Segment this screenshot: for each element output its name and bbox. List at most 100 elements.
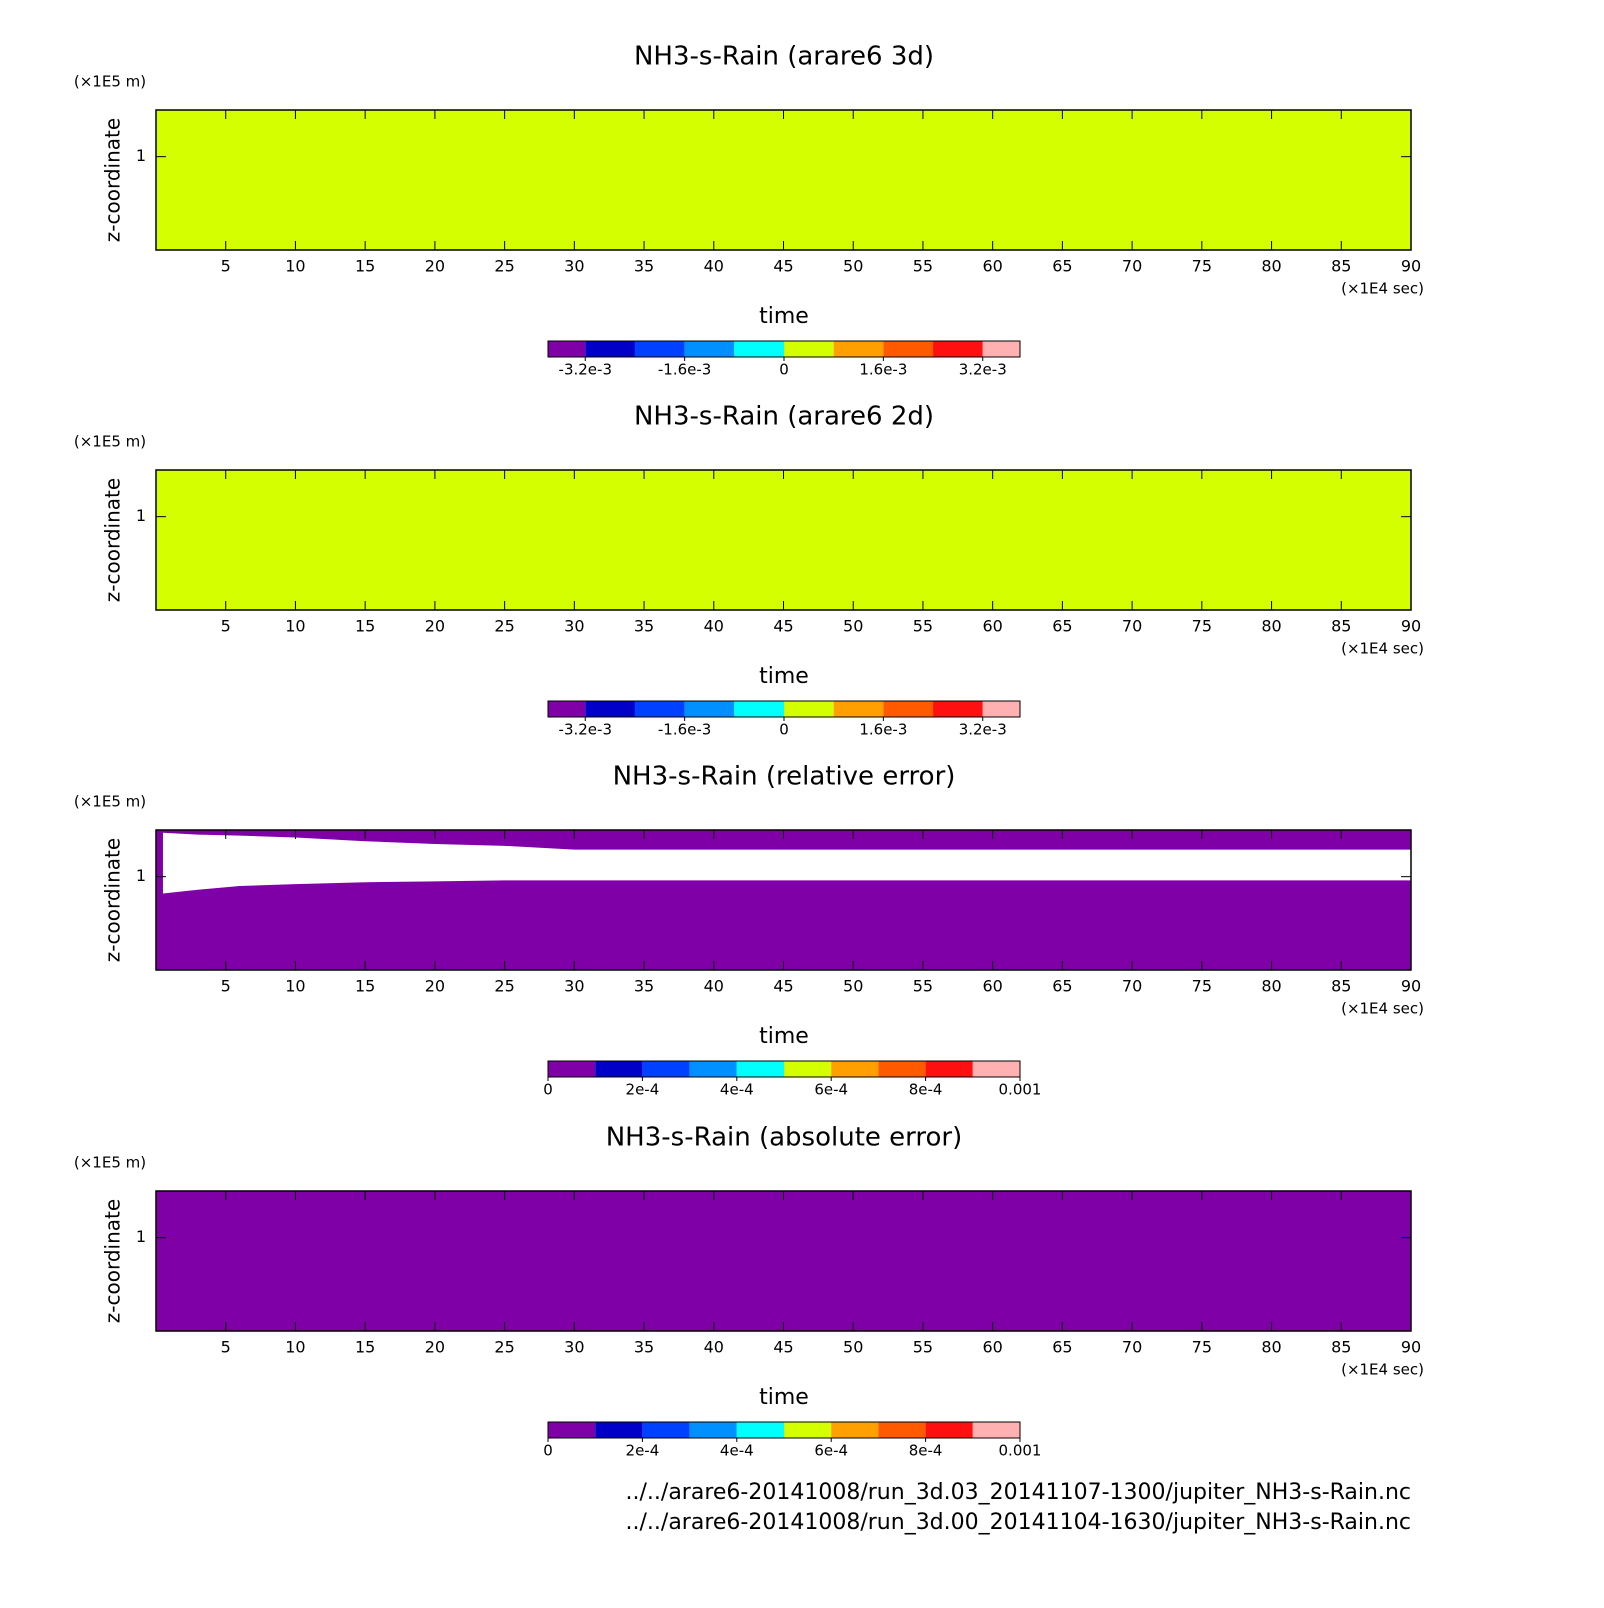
colorbar-tick-label: 2e-4 <box>626 1442 660 1460</box>
x-tick-label: 70 <box>1122 257 1142 276</box>
x-tick-label: 40 <box>704 257 724 276</box>
x-tick-label: 55 <box>913 977 933 996</box>
x-tick-label: 20 <box>425 257 445 276</box>
y-unit: (×1E5 m) <box>74 793 146 811</box>
x-tick-label: 40 <box>704 977 724 996</box>
colorbar-tick-label: -3.2e-3 <box>559 361 612 379</box>
field <box>156 1191 1411 1331</box>
colorbar-segment <box>883 701 934 717</box>
x-tick-label: 70 <box>1122 1338 1142 1357</box>
colorbar-segment <box>689 1422 737 1438</box>
colorbar-segment <box>833 341 884 357</box>
x-axis-label: time <box>759 1385 809 1410</box>
colorbar-frame <box>547 1060 1021 1078</box>
x-tick-label: 60 <box>982 257 1002 276</box>
colorbar-segment <box>784 1061 832 1077</box>
colorbar-segment <box>831 1061 879 1077</box>
colorbar-segment <box>933 701 983 717</box>
x-tick-label: 5 <box>221 617 231 636</box>
colorbar-segment <box>634 701 685 717</box>
x-tick-label: 90 <box>1401 977 1421 996</box>
y-unit: (×1E5 m) <box>74 1154 146 1172</box>
colorbar-tick-label: 1.6e-3 <box>859 721 907 739</box>
colorbar-tick-label: 2e-4 <box>626 1081 660 1099</box>
x-tick-label: 15 <box>355 977 375 996</box>
footer-path: ../../arare6-20141008/run_3d.00_20141104… <box>626 1510 1411 1535</box>
x-tick-label: 60 <box>982 617 1002 636</box>
colorbar-tick-label: -1.6e-3 <box>658 361 711 379</box>
colorbar-segment <box>925 1422 973 1438</box>
x-tick-label: 15 <box>355 257 375 276</box>
colorbar-segment <box>548 701 586 717</box>
x-tick-label: 10 <box>285 257 305 276</box>
colorbar-segment <box>548 341 586 357</box>
colorbar-tick-label: 0.001 <box>999 1081 1042 1099</box>
colorbar-tick-label: -1.6e-3 <box>658 721 711 739</box>
x-tick-label: 5 <box>221 1338 231 1357</box>
x-tick-label: 85 <box>1331 977 1351 996</box>
x-tick-label: 20 <box>425 617 445 636</box>
x-tick-label: 50 <box>843 977 863 996</box>
y-unit: (×1E5 m) <box>74 73 146 91</box>
y-axis-label: z-coordinate <box>101 838 125 962</box>
x-tick-label: 45 <box>773 1338 793 1357</box>
x-tick-label: 15 <box>355 1338 375 1357</box>
x-tick-label: 45 <box>773 617 793 636</box>
chart-title: NH3-s-Rain (arare6 3d) <box>634 42 934 72</box>
colorbar-frame <box>547 1421 1021 1439</box>
colorbar-segment <box>833 701 884 717</box>
x-tick-label: 55 <box>913 1338 933 1357</box>
colorbar-segment <box>642 1061 690 1077</box>
x-tick-label: 65 <box>1052 617 1072 636</box>
x-tick-label: 15 <box>355 617 375 636</box>
colorbar-tick-label: 6e-4 <box>814 1442 848 1460</box>
x-tick-label: 30 <box>564 617 584 636</box>
colorbar-tick-label: 0.001 <box>999 1442 1042 1460</box>
y-axis-label: z-coordinate <box>101 1199 125 1323</box>
x-tick-label: 10 <box>285 977 305 996</box>
x-unit: (×1E4 sec) <box>1341 640 1424 658</box>
x-tick-label: 80 <box>1261 977 1281 996</box>
colorbar-tick-label: 0 <box>543 1442 553 1460</box>
x-tick-label: 35 <box>634 977 654 996</box>
x-axis-label: time <box>759 304 809 329</box>
colorbar-segment <box>736 1422 784 1438</box>
x-tick-label: 20 <box>425 1338 445 1357</box>
x-tick-label: 10 <box>285 1338 305 1357</box>
colorbar-tick-label: 0 <box>779 361 789 379</box>
x-tick-label: 35 <box>634 617 654 636</box>
colorbar-segment <box>925 1061 973 1077</box>
x-unit: (×1E4 sec) <box>1341 1000 1424 1018</box>
x-tick-label: 80 <box>1261 257 1281 276</box>
colorbar-segment <box>878 1061 926 1077</box>
x-tick-label: 30 <box>564 977 584 996</box>
colorbar-segment <box>831 1422 879 1438</box>
x-tick-label: 50 <box>843 617 863 636</box>
x-tick-label: 75 <box>1192 1338 1212 1357</box>
colorbar-tick-label: 0 <box>543 1081 553 1099</box>
colorbar-segment <box>784 341 834 357</box>
colorbar-segment <box>548 1422 596 1438</box>
x-tick-label: 90 <box>1401 257 1421 276</box>
x-tick-label: 30 <box>564 1338 584 1357</box>
x-tick-label: 60 <box>982 1338 1002 1357</box>
colorbar-segment <box>548 1061 596 1077</box>
x-tick-label: 80 <box>1261 1338 1281 1357</box>
colorbar-tick-label: 3.2e-3 <box>959 361 1007 379</box>
colorbar-segment <box>689 1061 737 1077</box>
x-tick-label: 30 <box>564 257 584 276</box>
x-tick-label: 85 <box>1331 1338 1351 1357</box>
y-tick-label: 1 <box>136 1227 146 1246</box>
x-tick-label: 25 <box>494 977 514 996</box>
x-tick-label: 55 <box>913 257 933 276</box>
y-unit: (×1E5 m) <box>74 433 146 451</box>
colorbar-tick-label: 3.2e-3 <box>959 721 1007 739</box>
x-tick-label: 90 <box>1401 617 1421 636</box>
colorbar-segment <box>684 701 735 717</box>
colorbar-segment <box>734 701 784 717</box>
y-tick-label: 1 <box>136 146 146 165</box>
colorbar-segment <box>982 701 1020 717</box>
x-tick-label: 90 <box>1401 1338 1421 1357</box>
